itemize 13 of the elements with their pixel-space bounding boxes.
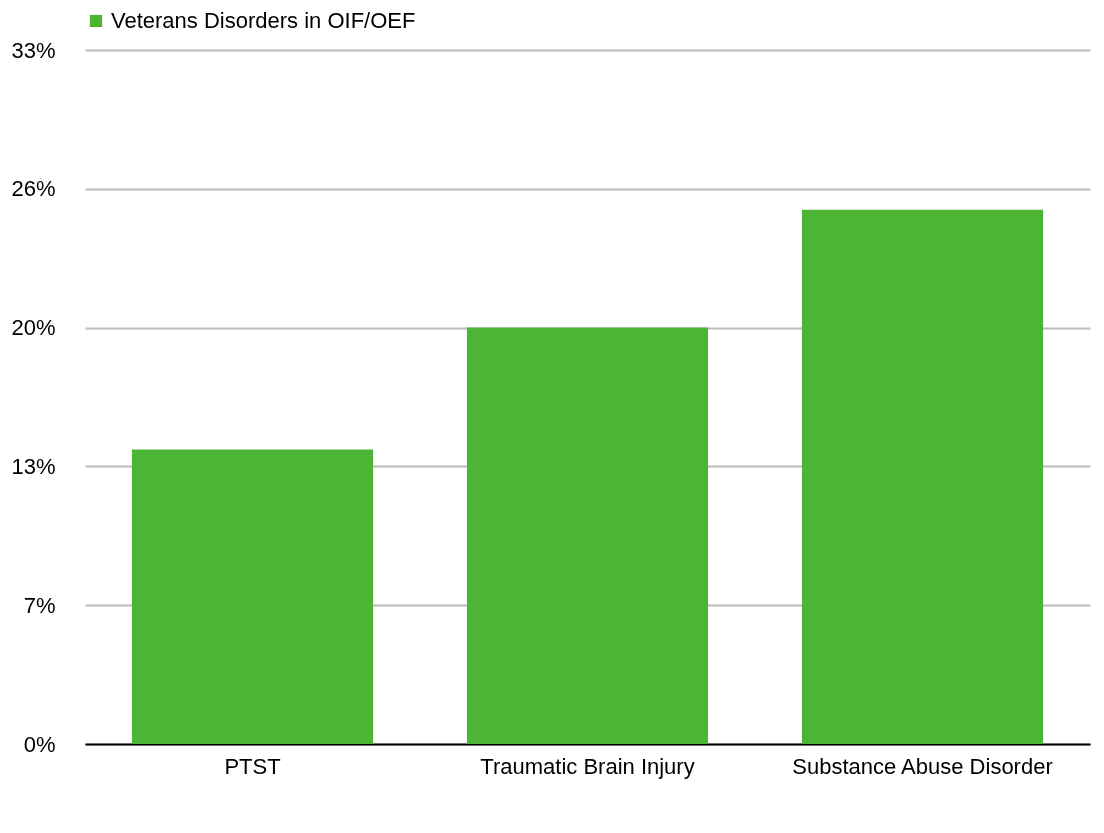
x-tick-label: Substance Abuse Disorder	[792, 753, 1053, 779]
y-tick-label: 33%	[11, 37, 56, 63]
bar	[466, 327, 709, 744]
legend-label: Veterans Disorders in OIF/OEF	[111, 8, 416, 33]
y-tick-label: 26%	[11, 176, 56, 202]
y-tick-label: 0%	[23, 731, 56, 757]
y-tick-label: 13%	[11, 453, 56, 479]
x-tick-label: Traumatic Brain Injury	[480, 753, 695, 779]
bar	[131, 449, 374, 744]
y-tick-label: 7%	[23, 592, 56, 618]
y-tick-label: 20%	[11, 315, 56, 341]
x-tick-label: PTST	[224, 753, 281, 779]
bar	[801, 209, 1044, 744]
